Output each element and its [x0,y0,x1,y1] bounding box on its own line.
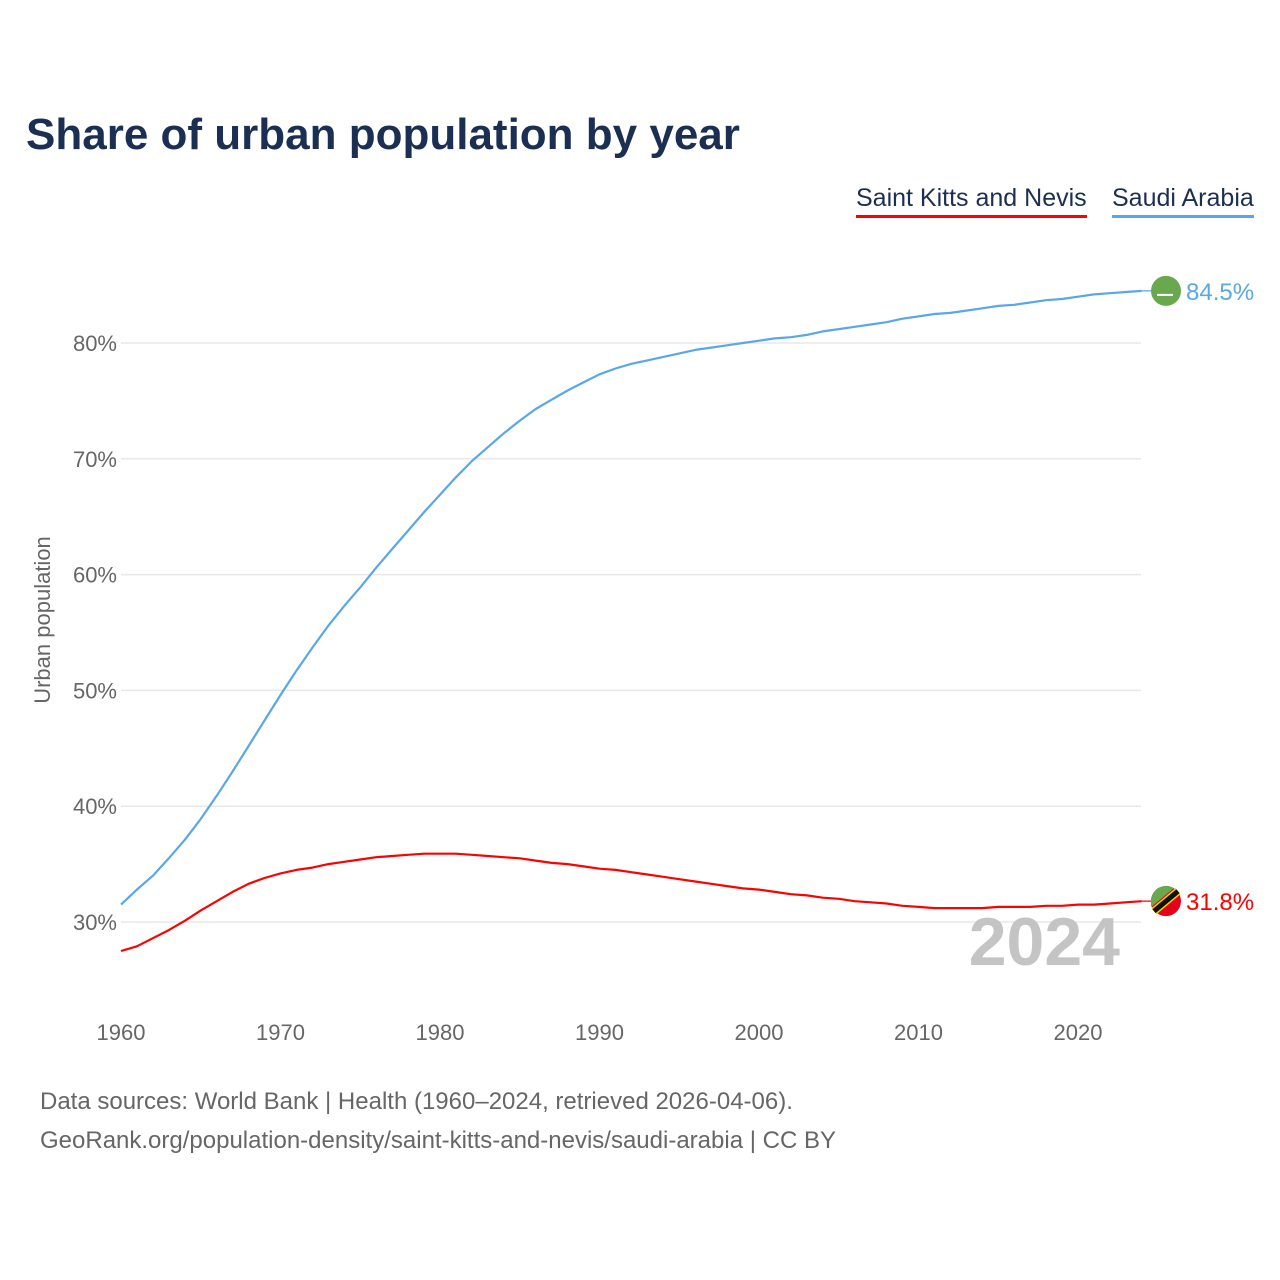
footer-sources: Data sources: World Bank | Health (1960–… [40,1088,793,1115]
x-tick-label: 1960 [97,1020,146,1045]
footer-link[interactable]: GeoRank.org/population-density/saint-kit… [40,1127,836,1154]
x-tick-label: 1970 [256,1020,305,1045]
y-axis-label: Urban population [30,536,55,704]
y-tick-label: 30% [73,910,117,935]
flag-black [1152,889,1180,914]
end-value-label: 31.8% [1186,889,1254,916]
y-tick-label: 60% [73,563,117,588]
y-tick-label: 50% [73,678,117,703]
y-tick-label: 70% [73,447,117,472]
legend-item-saudi-arabia[interactable]: Saudi Arabia [1112,184,1254,218]
legend-item-saint-kitts-and-nevis[interactable]: Saint Kitts and Nevis [856,184,1087,218]
series-line-saudi-arabia [120,289,1142,906]
year-label: 2024 [969,904,1120,980]
y-tick-label: 80% [73,331,117,356]
end-value-label: 84.5% [1186,279,1254,306]
flag-sword [1157,293,1173,296]
x-tick-label: 2000 [735,1020,784,1045]
chart-title: Share of urban population by year [26,110,740,159]
flag-green [1150,885,1174,908]
series-line-saint-kitts-and-nevis [120,852,1142,953]
y-tick-label: 40% [73,794,117,819]
x-tick-label: 2020 [1054,1020,1103,1045]
x-tick-label: 1980 [416,1020,465,1045]
saudi-arabia-flag-icon [1151,275,1181,306]
x-tick-label: 2010 [894,1020,943,1045]
x-tick-label: 1990 [575,1020,624,1045]
